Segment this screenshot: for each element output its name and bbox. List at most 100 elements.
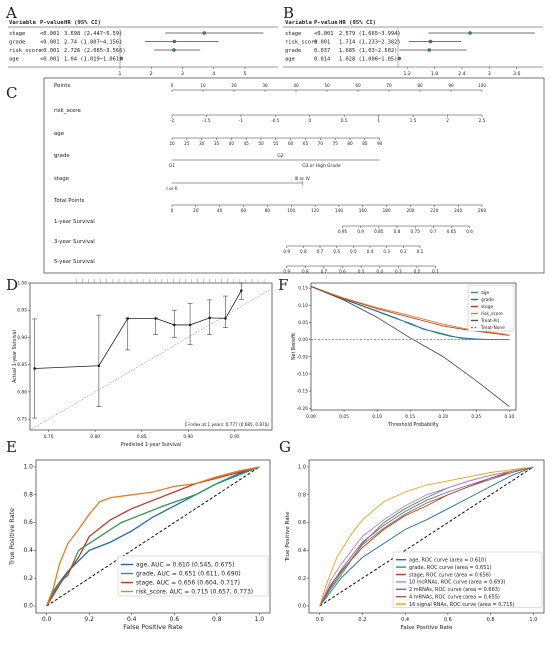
nomogram-tick-label: 0.8 [394, 229, 401, 234]
forest-row-hr: 1.714 (1.233~2.382) [339, 40, 401, 46]
nomogram-tick-label: 60 [288, 141, 294, 146]
forest-point [468, 31, 472, 35]
nomogram-row-label: Total Points [53, 198, 85, 204]
x-axis-label: False Positive Rate [123, 623, 182, 631]
forest-tick-label: 2 [150, 71, 153, 77]
legend-entry: Treat-All [480, 318, 499, 324]
y-tick-label: 0.2 [298, 576, 306, 582]
calibration-line [34, 290, 242, 369]
legend-entry: age [481, 291, 489, 296]
y-tick-label: 0.05 [298, 320, 308, 326]
y-tick-label: 0.00 [298, 337, 308, 343]
nomogram-tick-label: 0 [171, 208, 174, 213]
nomogram-tick-label: 0.95 [338, 229, 348, 234]
series-line [319, 466, 534, 607]
nomogram-tick-label: -0.5 [271, 118, 280, 123]
y-tick-label: 0.2 [23, 575, 33, 582]
x-tick-label: 0.6 [169, 616, 179, 623]
legend-entry: 2 mRNAs, ROC curve (area = 0.663) [409, 587, 500, 593]
nomogram-tick-label: 0.6 [466, 229, 473, 234]
panel-letter-D: D [6, 276, 18, 294]
y-axis-label: True Positive Rate [8, 508, 16, 566]
nomogram-tick-label: 40 [229, 141, 235, 146]
forest-row-hr: 1.028 (1.006~1.05) [339, 57, 397, 63]
nomogram-row-label: 1-year Survival [54, 219, 95, 225]
y-tick-label: 1.0 [23, 464, 33, 471]
nomogram-tick-label: 75 [333, 141, 339, 146]
x-tick-label: 0.10 [372, 414, 382, 420]
nomogram-tick-label: III or IV [294, 176, 309, 182]
forest-tick-label: 2.4 [458, 71, 465, 77]
nomogram-tick-label: 60 [355, 83, 361, 88]
nomogram-tick-label: I or II [166, 186, 177, 192]
nomogram-row-label: age [54, 131, 65, 137]
forest-row-pvalue: <0.001 [314, 31, 333, 37]
forest-plot-B: Variable P-value HR (95% CI) stage <0.001 2.5… [283, 20, 543, 77]
nomogram-tick-label: 0.1 [417, 249, 424, 254]
y-tick-label: 0.6 [298, 520, 306, 526]
y-tick-label: 0.75 [17, 417, 27, 423]
x-tick-label: 1.0 [255, 616, 265, 623]
legend-box [117, 555, 269, 597]
x-tick-label: 1.0 [529, 617, 537, 623]
x-axis-label: Predicted 1-year Survival [121, 442, 181, 448]
forest-tick-label: 1 [119, 71, 122, 77]
y-tick-label: 0.0 [298, 604, 306, 610]
forest-row-label: stage [9, 31, 25, 37]
x-tick-label: 0.0 [42, 616, 52, 623]
y-tick-label: 0.4 [298, 548, 306, 554]
forest-row-hr: 2.74 (1.807~4.156) [64, 40, 122, 46]
x-tick-label: 0.80 [90, 434, 100, 440]
panel-letter-F: F [278, 276, 288, 294]
line-chart-E: 0.0 0.2 0.4 0.6 0.8 1.0 0.0 0.2 0.4 0.6 0.8 1.0 Fals… [8, 459, 271, 631]
nomogram-tick-label: 40 [217, 208, 223, 213]
y-tick-label: 1.00 [17, 281, 27, 287]
nomogram-row-label: 3-year Survival [54, 239, 95, 245]
nomogram-tick-label: -1.5 [202, 118, 211, 123]
calibration-point [97, 364, 101, 368]
nomogram-tick-label: 160 [359, 208, 367, 213]
nomogram-tick-label: 0.8 [302, 269, 309, 274]
nomogram-tick-label: 30 [199, 141, 205, 146]
legend-entry: risk_score, AUC = 0.715 (0.657, 0.773) [136, 589, 253, 596]
forest-row-hr: 1.685 (1.03~2.502) [339, 48, 397, 54]
forest-point [119, 56, 124, 61]
forest-header-variable: Variable [285, 20, 313, 26]
forest-row-label: risk_score [285, 40, 317, 46]
nomogram-tick-label: 0.8 [300, 249, 307, 254]
nomogram-tick-label: 0 [308, 118, 311, 123]
forest-point [427, 48, 432, 52]
nomogram-tick-label: 0.4 [376, 269, 383, 274]
nomogram-tick-label: 25 [184, 141, 190, 146]
forest-tick-label: 1.8 [431, 71, 438, 77]
x-tick-label: 0.2 [358, 617, 366, 623]
nomogram-tick-label: 0.6 [333, 249, 340, 254]
nomogram-tick-label: 55 [273, 141, 279, 146]
nomogram-tick-label: 30 [262, 83, 268, 88]
nomogram-tick-label: 260 [478, 208, 486, 213]
calibration-point [208, 316, 211, 320]
nomogram-row-label: stage [54, 176, 70, 182]
chance-diagonal [46, 466, 260, 607]
x-tick-label: 0.85 [137, 434, 147, 440]
x-axis-label: Threshold Probability [387, 422, 439, 428]
forest-tick-label: 1.2 [403, 71, 410, 77]
nomogram-tick-label: 0.5 [341, 118, 348, 123]
forest-row-hr: 2.579 (1.665~3.994) [339, 31, 401, 37]
y-axis-label: True Positive Rate [285, 511, 291, 562]
nomogram-tick-label: 0.85 [374, 229, 384, 234]
series-line [45, 466, 260, 607]
y-tick-label: -0.15 [297, 389, 309, 395]
nomogram-tick-label: 10 [200, 83, 206, 88]
nomogram-tick-label: 80 [347, 141, 353, 146]
series-line [319, 466, 534, 607]
nomogram-tick-label: 70 [318, 141, 324, 146]
series-line [310, 285, 510, 407]
x-tick-label: 0.00 [306, 414, 316, 420]
nomogram-tick-label: 0.4 [367, 249, 374, 254]
x-tick-label: 0.20 [438, 414, 448, 420]
x-tick-label: 0.90 [183, 434, 193, 440]
nomogram-row-label: risk_score [54, 108, 82, 114]
ideal-reference-line [29, 288, 273, 431]
nomogram-row-label: Points [54, 83, 70, 89]
